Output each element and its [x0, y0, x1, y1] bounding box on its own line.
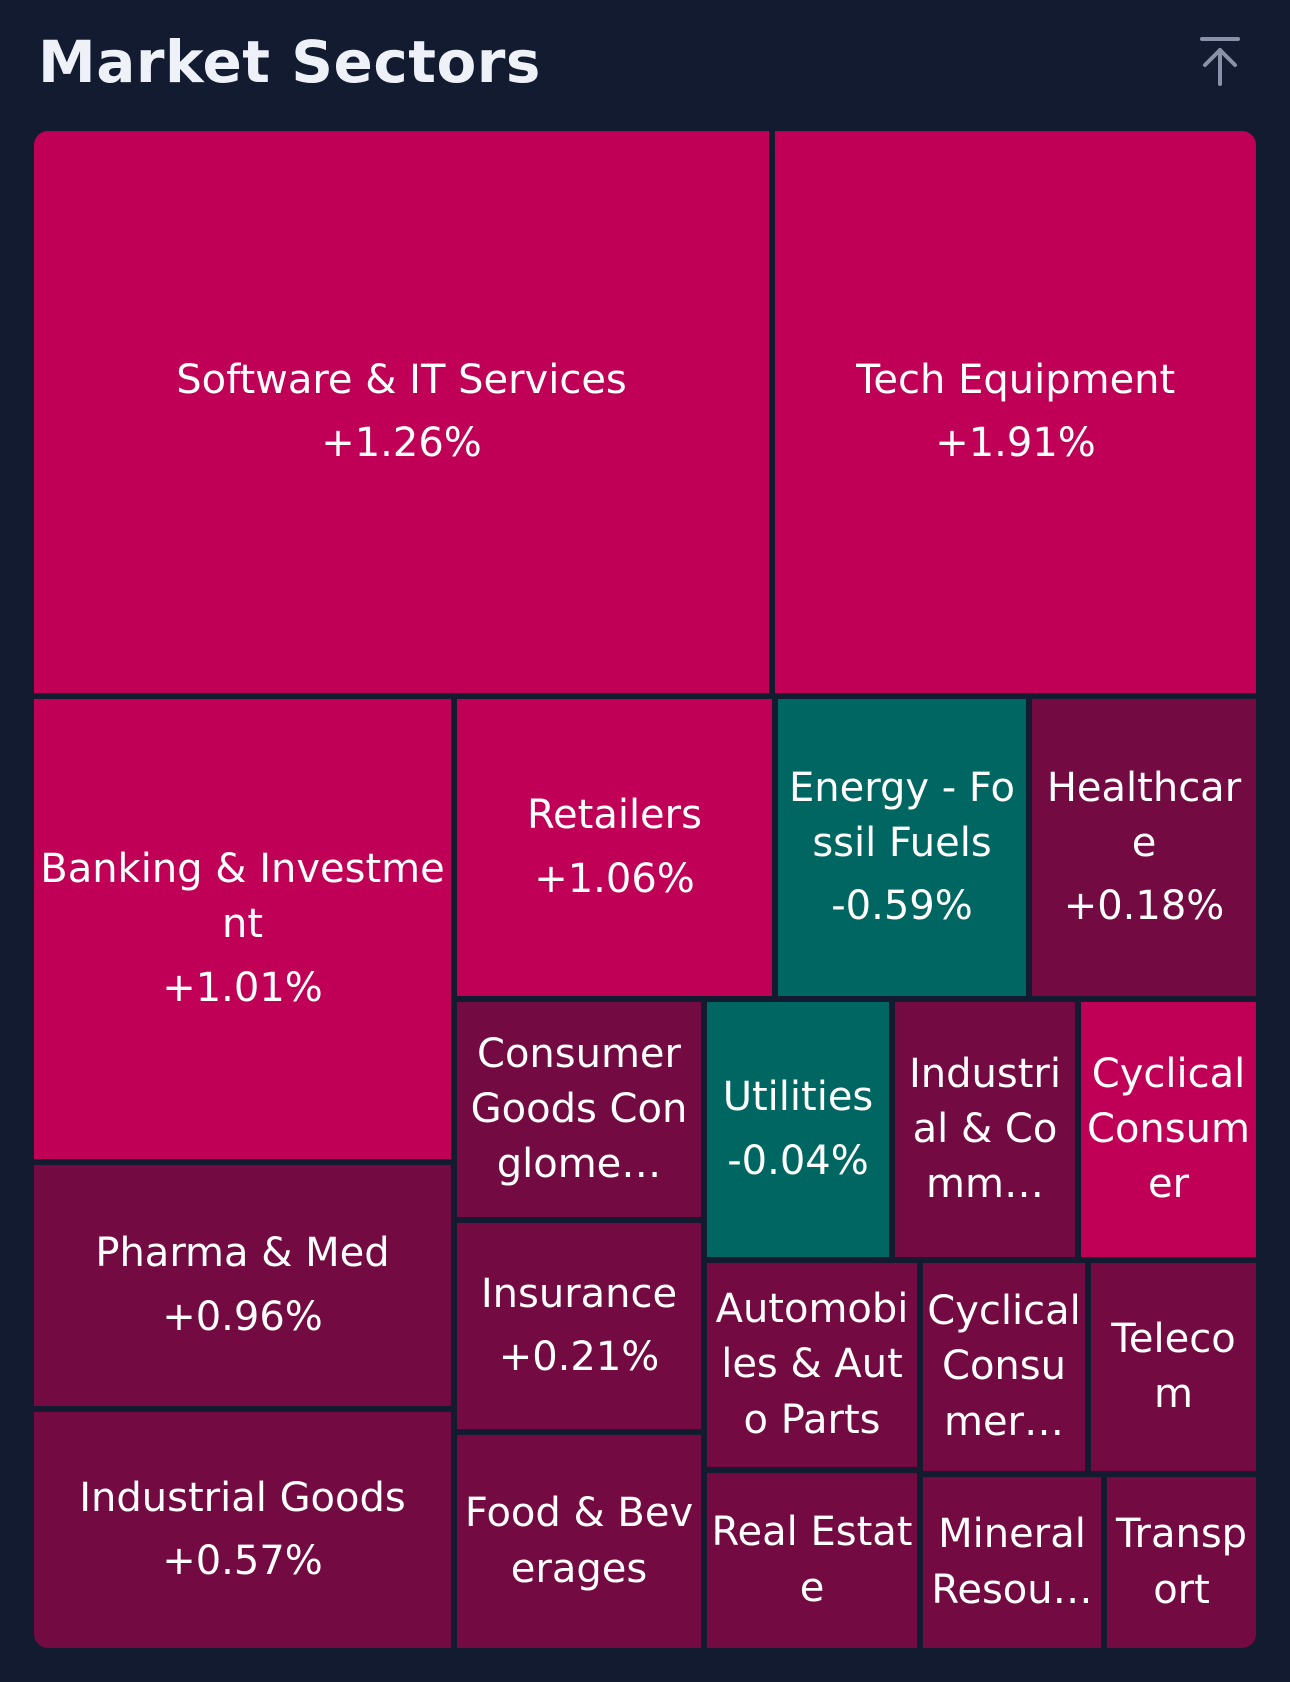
tile-sector-name: Transport: [1115, 1511, 1248, 1613]
treemap-tile[interactable]: Consumer Goods Conglome…: [457, 1002, 701, 1217]
treemap-tile[interactable]: Transport: [1107, 1477, 1256, 1648]
tile-sector-name: Consumer Goods Conglome…: [470, 1030, 688, 1188]
treemap-tile[interactable]: Software & IT Services +1.26%: [34, 131, 769, 693]
treemap-tile[interactable]: Industrial Goods +0.57%: [34, 1412, 451, 1648]
treemap-tile[interactable]: Healthcare +0.18%: [1032, 699, 1256, 996]
tile-change-value: +1.01%: [162, 964, 323, 1011]
treemap-tile[interactable]: Cyclical Consumer…: [923, 1263, 1085, 1471]
treemap-tile[interactable]: Pharma & Med +0.96%: [34, 1165, 451, 1406]
tile-sector-name: Insurance: [480, 1270, 678, 1317]
treemap-tile[interactable]: Telecom: [1091, 1263, 1256, 1471]
treemap-tile[interactable]: Tech Equipment +1.91%: [775, 131, 1256, 693]
arrow-up-to-top-icon-graphic: [1200, 37, 1240, 86]
tile-sector-name: Utilities: [722, 1074, 874, 1121]
treemap-tile[interactable]: Retailers +1.06%: [457, 699, 772, 996]
tile-sector-name: Pharma & Med: [95, 1230, 390, 1277]
tile-sector-name: Real Estate: [711, 1509, 913, 1611]
tile-sector-name: Healthcare: [1046, 764, 1242, 866]
treemap-tile[interactable]: Real Estate: [707, 1473, 917, 1648]
tile-change-value: -0.59%: [831, 883, 973, 930]
tile-change-value: +1.91%: [935, 420, 1096, 466]
tile-sector-name: Tech Equipment: [855, 356, 1176, 403]
page-title: Market Sectors: [38, 28, 541, 96]
tile-change-value: +1.26%: [321, 420, 482, 466]
treemap-tile[interactable]: Utilities -0.04%: [707, 1002, 889, 1257]
tile-change-value: +0.57%: [162, 1538, 323, 1584]
tile-sector-name: Automobiles & Auto Parts: [715, 1286, 909, 1443]
treemap-tile[interactable]: Banking & Investment +1.01%: [34, 699, 451, 1159]
treemap-tile[interactable]: Energy - Fossil Fuels -0.59%: [778, 699, 1026, 996]
treemap-tile[interactable]: Automobiles & Auto Parts: [707, 1263, 917, 1467]
tile-sector-name: Energy - Fossil Fuels: [789, 764, 1015, 866]
treemap-tile[interactable]: Food & Beverages: [457, 1435, 701, 1648]
tile-sector-name: Food & Beverages: [464, 1490, 694, 1592]
tile-sector-name: Industrial Goods: [79, 1474, 406, 1521]
tile-change-value: +1.06%: [534, 855, 695, 902]
tile-sector-name: Cyclical Consumer: [1087, 1050, 1250, 1208]
tile-change-value: +0.96%: [162, 1293, 323, 1340]
tile-sector-name: Banking & Investment: [40, 846, 445, 948]
tile-sector-name: Industrial & Comm…: [909, 1050, 1061, 1208]
sector-treemap: Software & IT Services +1.26% Tech Equipme…: [34, 131, 1256, 1648]
tile-sector-name: Cyclical Consumer…: [927, 1288, 1081, 1445]
tile-change-value: +0.18%: [1063, 883, 1225, 930]
treemap-tile[interactable]: Mineral Resou…: [923, 1477, 1101, 1648]
tile-sector-name: Mineral Resou…: [931, 1511, 1093, 1613]
tile-change-value: -0.04%: [727, 1137, 869, 1184]
arrow-up-to-top-icon[interactable]: [1196, 34, 1244, 90]
tile-sector-name: Retailers: [527, 792, 702, 839]
tile-sector-name: Software & IT Services: [176, 356, 627, 403]
treemap-tile[interactable]: Industrial & Comm…: [895, 1002, 1075, 1257]
tile-change-value: +0.21%: [498, 1334, 660, 1380]
treemap-tile[interactable]: Cyclical Consumer: [1081, 1002, 1256, 1257]
treemap-tile[interactable]: Insurance +0.21%: [457, 1223, 701, 1429]
tile-sector-name: Telecom: [1111, 1315, 1236, 1417]
